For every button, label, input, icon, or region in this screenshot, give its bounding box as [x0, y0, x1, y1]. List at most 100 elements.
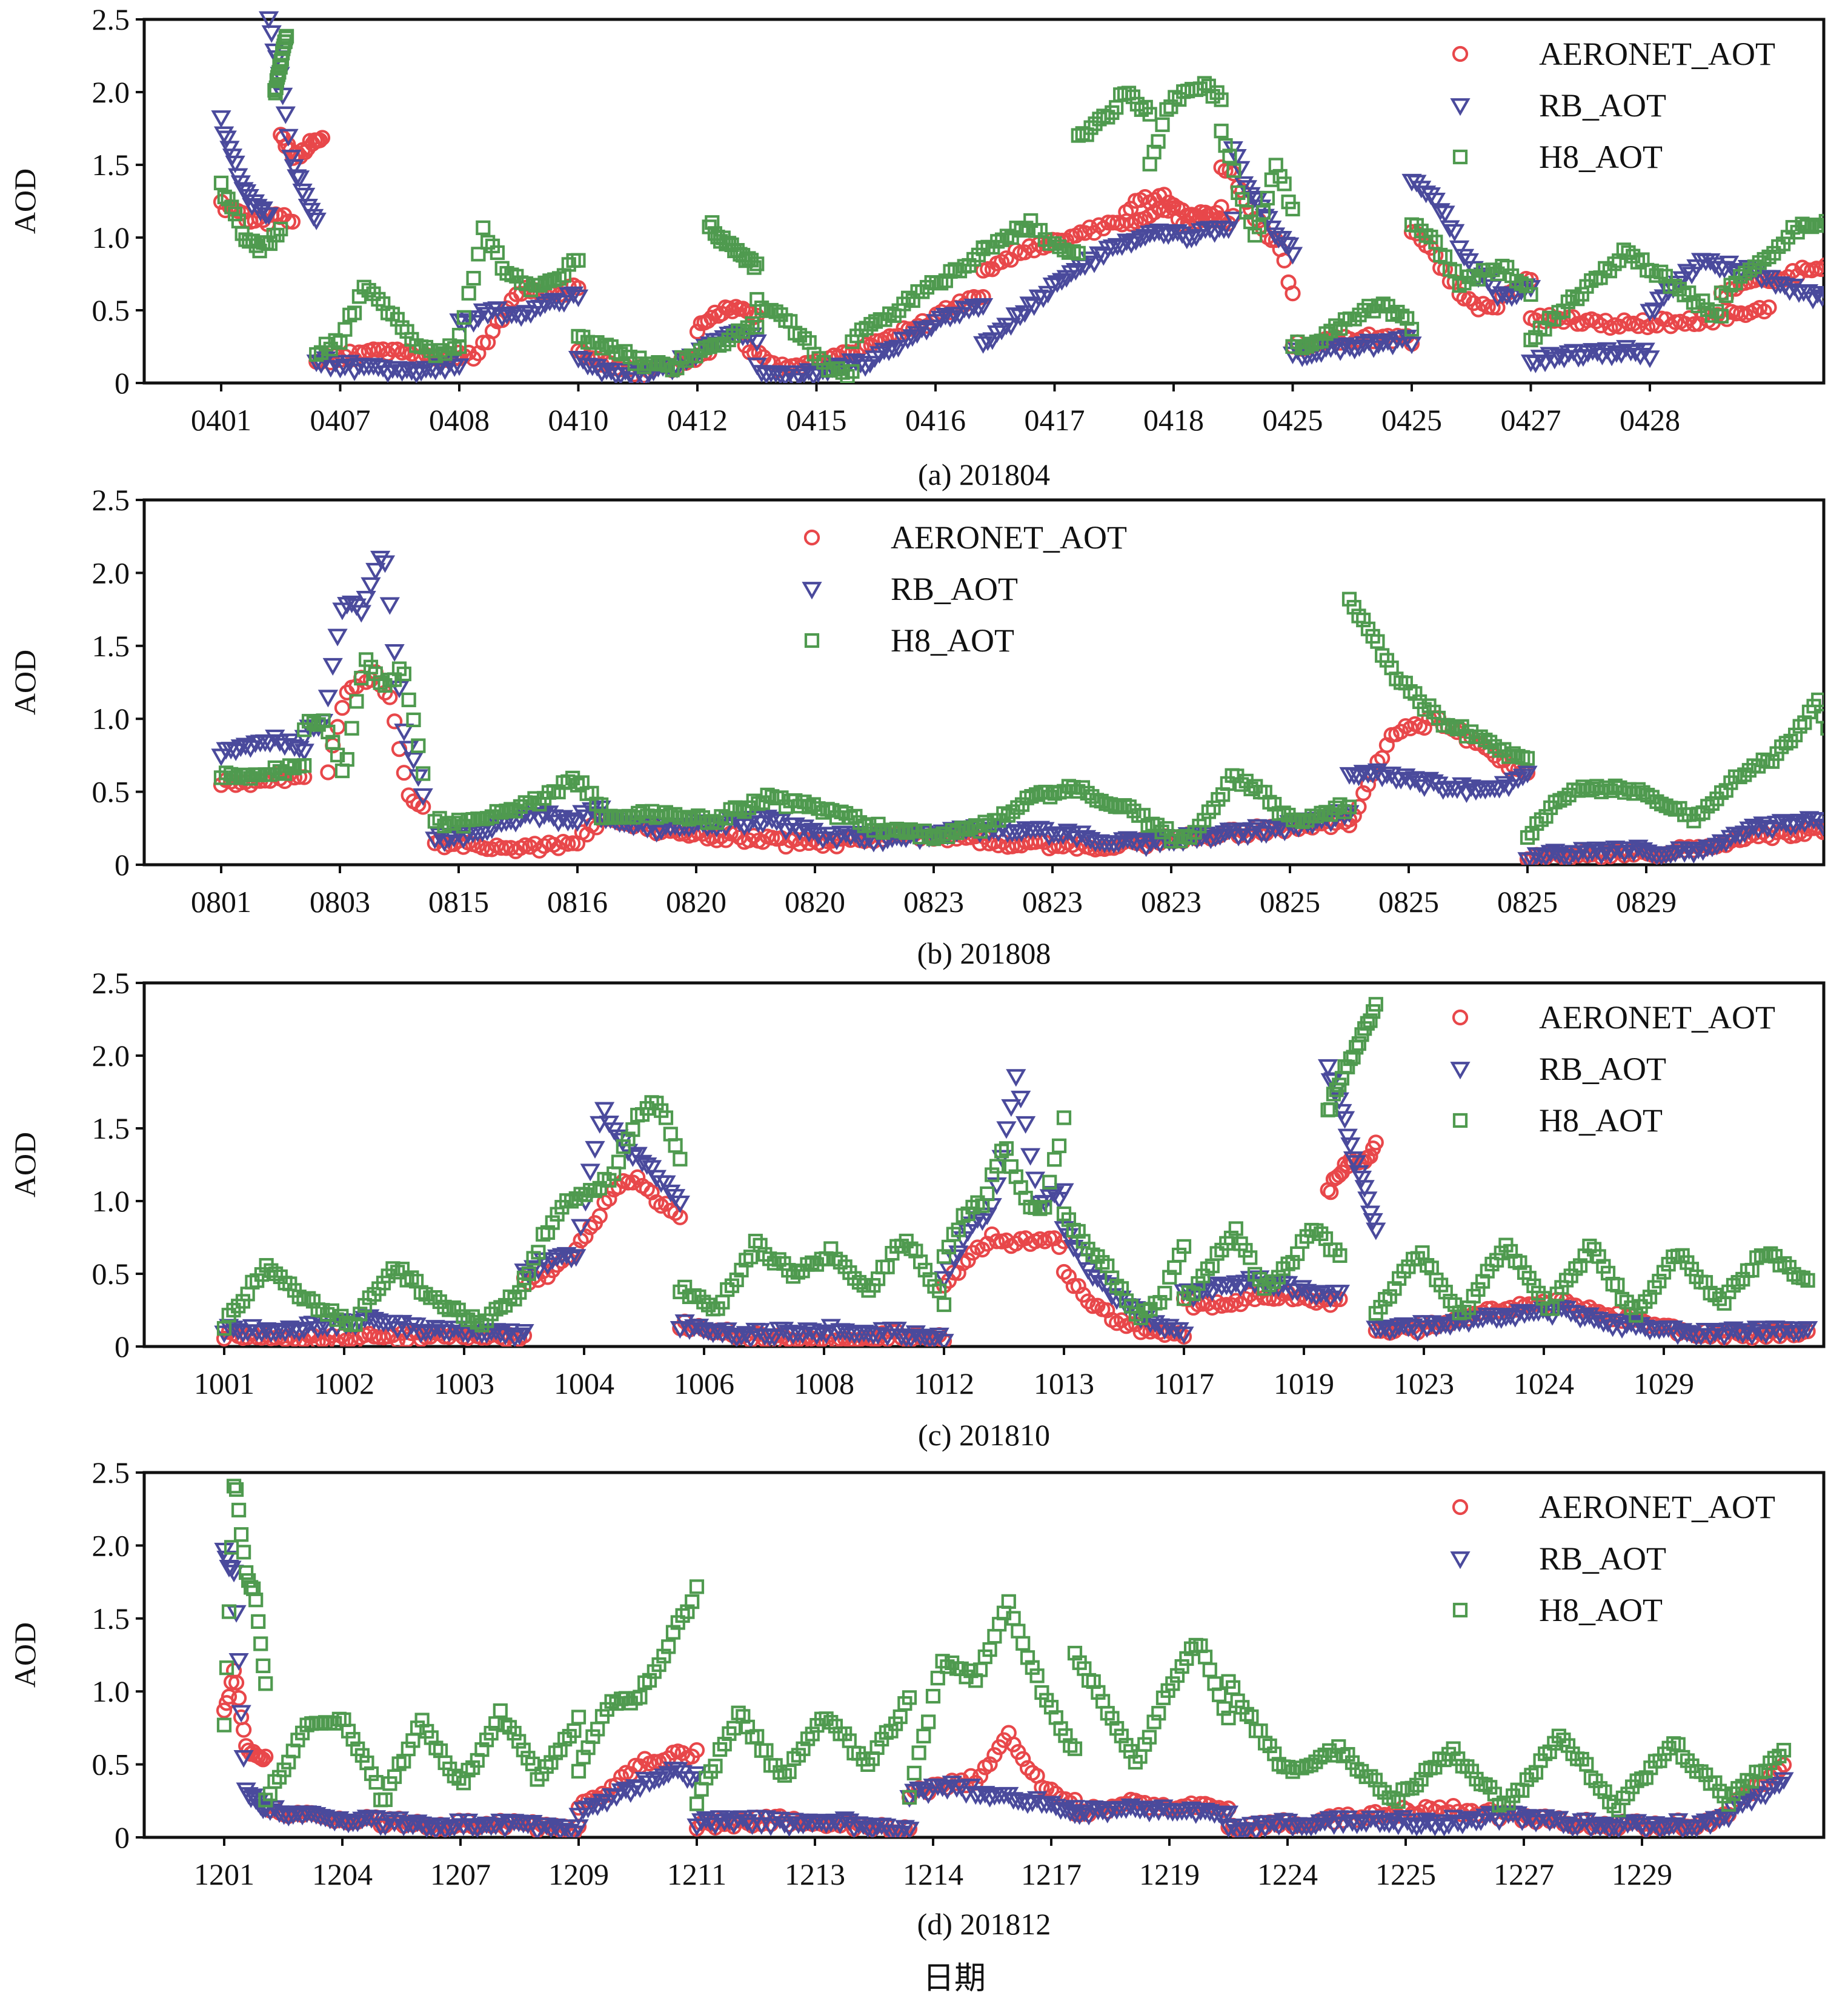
marker-h8-aot — [428, 1740, 444, 1756]
marker-h8-aot — [301, 1291, 316, 1306]
marker-h8-aot — [679, 353, 694, 368]
marker-h8-aot — [1028, 787, 1044, 802]
marker-h8-aot — [1830, 218, 1842, 230]
marker-h8-aot — [1095, 1694, 1111, 1709]
marker-aeronet-aot — [1080, 1293, 1096, 1310]
marker-h8-aot — [1403, 684, 1418, 699]
marker-h8-aot — [410, 1720, 425, 1736]
marker-rb-aot — [1545, 844, 1566, 862]
marker-h8-aot — [806, 797, 821, 812]
marker-h8-aot — [823, 1241, 839, 1256]
marker-aeronet-aot — [1843, 252, 1848, 265]
marker-rb-aot — [1368, 336, 1389, 355]
marker-h8-aot — [880, 1259, 895, 1274]
marker-rb-aot — [1363, 1213, 1383, 1231]
marker-h8-aot — [1723, 278, 1738, 293]
marker-rb-aot — [356, 590, 376, 609]
marker-rb-aot — [408, 769, 428, 787]
marker-h8-aot — [1285, 339, 1300, 354]
marker-h8-aot — [1294, 1760, 1309, 1776]
marker-h8-aot — [405, 1733, 420, 1748]
marker-h8-aot — [1209, 1246, 1225, 1261]
marker-h8-aot — [1514, 276, 1529, 291]
marker-h8-aot — [1183, 1641, 1199, 1656]
marker-h8-aot — [321, 724, 336, 740]
marker-h8-aot — [329, 1312, 344, 1327]
marker-h8-aot — [1261, 1277, 1277, 1293]
marker-h8-aot — [493, 1300, 508, 1315]
marker-h8-aot — [1363, 1013, 1378, 1028]
marker-rb-aot — [281, 150, 302, 168]
y-tick-label: 2.5 — [92, 966, 130, 1000]
marker-h8-aot — [1290, 813, 1305, 828]
marker-h8-aot — [996, 806, 1011, 821]
marker-rb-aot — [1449, 240, 1470, 258]
marker-h8-aot — [1047, 1152, 1062, 1167]
marker-rb-aot — [1351, 1170, 1372, 1189]
panel-3: 0 0.5 1.0 1.5 2.0 2.5 AOD 1001 1002 1003 1004 1006 1… — [8, 966, 1826, 1452]
marker-rb-aot — [1619, 841, 1640, 859]
marker-rb-aot — [567, 814, 588, 832]
marker-h8-aot — [1001, 1594, 1016, 1609]
marker-h8-aot — [994, 232, 1010, 247]
marker-h8-aot — [1603, 783, 1618, 798]
marker-rb-aot — [1829, 290, 1844, 304]
marker-rb-aot — [679, 819, 699, 837]
marker-h8-aot — [1658, 268, 1673, 284]
marker-h8-aot — [635, 804, 650, 819]
marker-h8-aot — [1222, 148, 1237, 164]
marker-h8-aot — [1621, 782, 1637, 797]
marker-h8-aot — [1155, 117, 1170, 132]
marker-h8-aot — [665, 1625, 681, 1640]
marker-rb-aot — [1743, 819, 1764, 837]
marker-rb-aot — [850, 356, 871, 374]
marker-h8-aot — [1630, 255, 1645, 270]
marker-rb-aot — [1542, 1308, 1563, 1326]
marker-h8-aot — [1594, 784, 1609, 799]
marker-rb-aot — [324, 1814, 345, 1832]
marker-rb-aot — [972, 298, 994, 316]
marker-h8-aot — [636, 359, 652, 375]
marker-rb-aot — [1279, 237, 1300, 256]
marker-h8-aot — [1582, 1238, 1597, 1254]
y-axis-label: AOD — [8, 650, 42, 715]
marker-h8-aot — [1642, 1290, 1658, 1305]
marker-h8-aot — [1844, 222, 1848, 235]
marker-h8-aot — [1538, 1746, 1553, 1762]
marker-h8-aot — [1057, 242, 1072, 258]
marker-h8-aot — [1304, 336, 1320, 351]
marker-h8-aot — [390, 1265, 405, 1280]
marker-rb-aot — [1006, 1069, 1026, 1087]
marker-rb-aot — [499, 1815, 520, 1833]
marker-rb-aot — [406, 366, 427, 383]
marker-h8-aot — [1433, 247, 1448, 263]
marker-h8-aot — [1351, 1036, 1366, 1051]
marker-h8-aot — [1206, 801, 1221, 816]
y-tick-label: 0 — [115, 1330, 130, 1363]
marker-h8-aot — [674, 350, 690, 365]
marker-rb-aot — [1757, 819, 1778, 837]
marker-h8-aot — [658, 805, 674, 820]
marker-h8-aot — [480, 235, 496, 250]
marker-rb-aot — [242, 1319, 263, 1337]
marker-h8-aot — [254, 1267, 269, 1282]
marker-rb-aot — [539, 805, 559, 824]
marker-h8-aot — [1400, 311, 1415, 326]
marker-h8-aot — [301, 714, 317, 729]
marker-h8-aot — [1478, 1777, 1493, 1793]
marker-h8-aot — [1764, 754, 1780, 769]
marker-h8-aot — [1025, 1660, 1040, 1675]
marker-h8-aot — [1214, 124, 1229, 139]
marker-aeronet-aot — [1621, 315, 1637, 332]
marker-h8-aot — [221, 191, 236, 207]
marker-h8-aot — [677, 810, 692, 825]
marker-h8-aot — [497, 1717, 513, 1733]
marker-h8-aot — [470, 1753, 485, 1768]
marker-h8-aot — [327, 1716, 342, 1731]
marker-aeronet-aot — [1756, 303, 1772, 320]
marker-rb-aot — [1475, 1808, 1496, 1826]
marker-h8-aot — [1714, 785, 1729, 801]
marker-h8-aot — [273, 221, 288, 237]
marker-rb-aot — [1817, 821, 1824, 832]
